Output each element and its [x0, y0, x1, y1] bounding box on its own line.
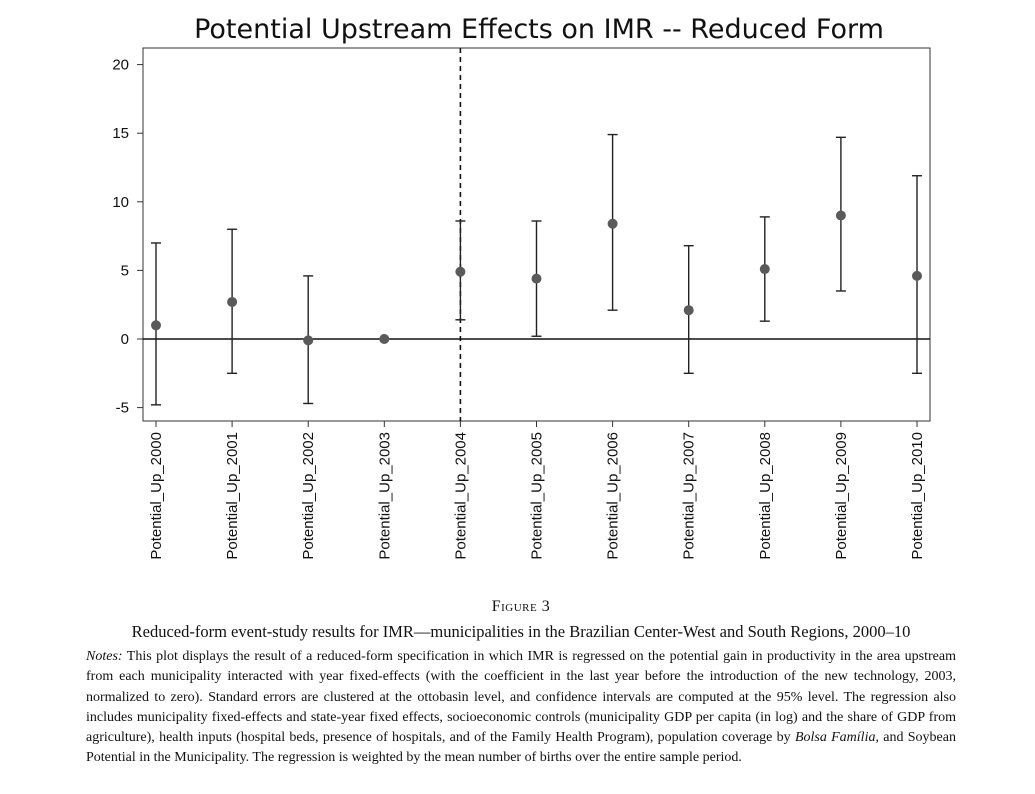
plot-area: -5 0 5 10 15 20 Potential_Up_2000 Potential_Up_… — [112, 47, 931, 560]
x-tick-label: Potential_Up_2006 — [605, 432, 622, 560]
point-estimate-marker — [151, 320, 161, 331]
figure-notes: Notes: This plot displays the result of … — [86, 647, 956, 769]
x-tick-label: Potential_Up_2005 — [529, 432, 546, 560]
figure-caption: Reduced-form event-study results for IMR… — [131, 622, 911, 641]
figure-label-text: Figure 3 — [491, 598, 551, 615]
point-estimate-marker — [531, 273, 542, 284]
notes-text-2: , and Soybean Potential in the Municipal… — [86, 730, 956, 766]
point-estimate-marker — [607, 218, 618, 229]
chart: Potential Upstream Effects on IMR -- Red… — [112, 14, 931, 560]
x-tick-label: Potential_Up_2004 — [452, 432, 469, 560]
point-estimate-marker — [379, 334, 390, 344]
x-tick-label: Potential_Up_2008 — [757, 432, 774, 560]
figure-label: Figure 3 — [86, 598, 956, 616]
point-estimate-marker — [912, 270, 922, 281]
point-estimate-marker — [835, 210, 846, 221]
point-estimate-marker — [455, 266, 466, 277]
y-tick-label: 20 — [112, 57, 129, 74]
x-tick-label: Potential_Up_2007 — [681, 432, 698, 560]
y-tick-label: 5 — [121, 262, 129, 279]
notes-label: Notes: — [86, 649, 123, 664]
x-tick-label: Potential_Up_2002 — [300, 432, 317, 560]
point-estimate-marker — [303, 335, 314, 346]
y-tick-label: 10 — [112, 194, 129, 211]
point-estimate-marker — [683, 305, 694, 316]
point-estimate-marker — [759, 264, 770, 275]
point-estimate-marker — [227, 296, 238, 307]
x-tick-label: Potential_Up_2010 — [909, 432, 926, 560]
y-tick-label: -5 — [116, 400, 129, 417]
chart-title: Potential Upstream Effects on IMR -- Red… — [194, 14, 884, 45]
x-tick-label: Potential_Up_2003 — [376, 432, 393, 560]
notes-italic: Bolsa Família — [794, 730, 876, 746]
x-tick-label: Potential_Up_2000 — [148, 432, 165, 560]
y-tick-label: 15 — [112, 125, 129, 142]
x-tick-label: Potential_Up_2001 — [224, 432, 241, 560]
notes-text-1: This plot displays the result of a reduc… — [86, 649, 956, 746]
y-tick-label: 0 — [121, 331, 129, 348]
x-tick-label: Potential_Up_2009 — [833, 432, 850, 560]
